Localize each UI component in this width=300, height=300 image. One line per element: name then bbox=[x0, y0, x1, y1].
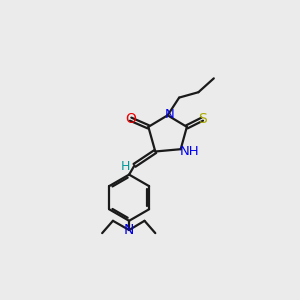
Text: NH: NH bbox=[180, 145, 200, 158]
Text: S: S bbox=[198, 112, 207, 126]
Text: N: N bbox=[164, 108, 174, 121]
Text: O: O bbox=[125, 112, 136, 126]
Text: N: N bbox=[124, 223, 134, 237]
Text: H: H bbox=[121, 160, 130, 173]
